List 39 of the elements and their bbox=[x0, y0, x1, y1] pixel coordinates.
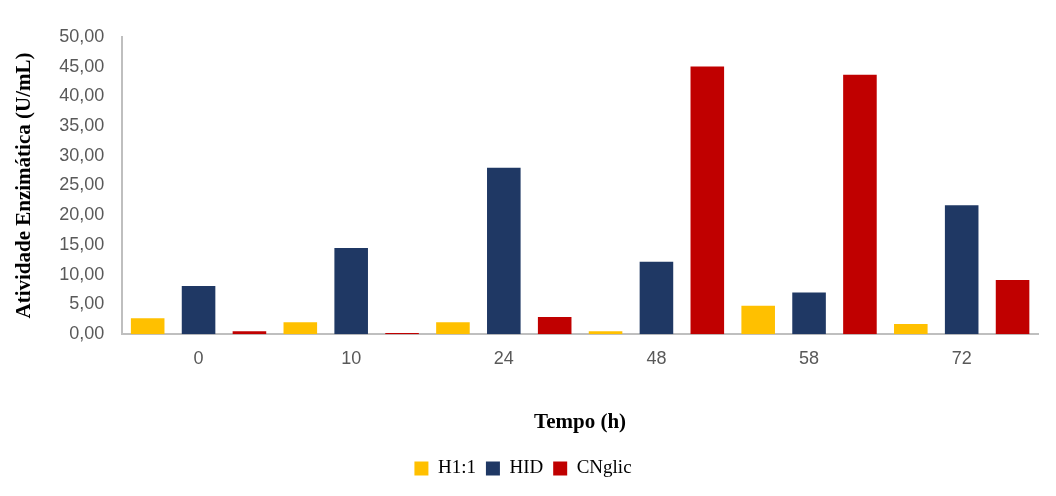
legend-label: HID bbox=[509, 456, 544, 478]
bar bbox=[894, 324, 928, 335]
legend-label: CNglic bbox=[576, 456, 632, 478]
bar bbox=[283, 322, 318, 335]
y-axis-title: Atividade Enzimática (U/mL) bbox=[11, 52, 36, 319]
x-tick-label: 24 bbox=[493, 347, 514, 368]
bar bbox=[995, 280, 1030, 335]
y-tick-label: 40,00 bbox=[59, 85, 105, 106]
bar bbox=[436, 322, 470, 335]
bar bbox=[944, 205, 979, 335]
bar bbox=[588, 331, 623, 335]
y-tick-label: 30,00 bbox=[59, 144, 105, 165]
x-axis-title: Tempo (h) bbox=[534, 408, 627, 433]
y-tick-label: 50,00 bbox=[59, 25, 105, 46]
bar bbox=[130, 318, 165, 335]
bar bbox=[639, 261, 674, 335]
y-tick-label: 35,00 bbox=[59, 114, 105, 135]
x-tick-label: 58 bbox=[799, 347, 820, 368]
legend-label: H1:1 bbox=[437, 456, 476, 478]
bar bbox=[690, 66, 725, 335]
x-tick-label: 10 bbox=[341, 347, 362, 368]
bar bbox=[843, 74, 877, 335]
y-tick-label: 0,00 bbox=[69, 323, 105, 344]
y-tick-label: 20,00 bbox=[59, 204, 105, 225]
y-tick-label: 5,00 bbox=[69, 293, 105, 314]
x-tick-label: 48 bbox=[646, 347, 667, 368]
bar bbox=[792, 292, 826, 335]
bar bbox=[334, 247, 368, 335]
bar bbox=[537, 316, 572, 335]
y-tick-label: 25,00 bbox=[59, 174, 105, 195]
y-tick-label: 10,00 bbox=[59, 263, 105, 284]
y-tick-label: 15,00 bbox=[59, 233, 105, 254]
bar bbox=[741, 305, 775, 335]
bar bbox=[232, 331, 267, 335]
bar bbox=[181, 286, 216, 335]
x-tick-label: 0 bbox=[193, 347, 204, 368]
x-tick-label: 72 bbox=[951, 347, 972, 368]
bar bbox=[487, 167, 521, 335]
y-tick-label: 45,00 bbox=[59, 55, 105, 76]
